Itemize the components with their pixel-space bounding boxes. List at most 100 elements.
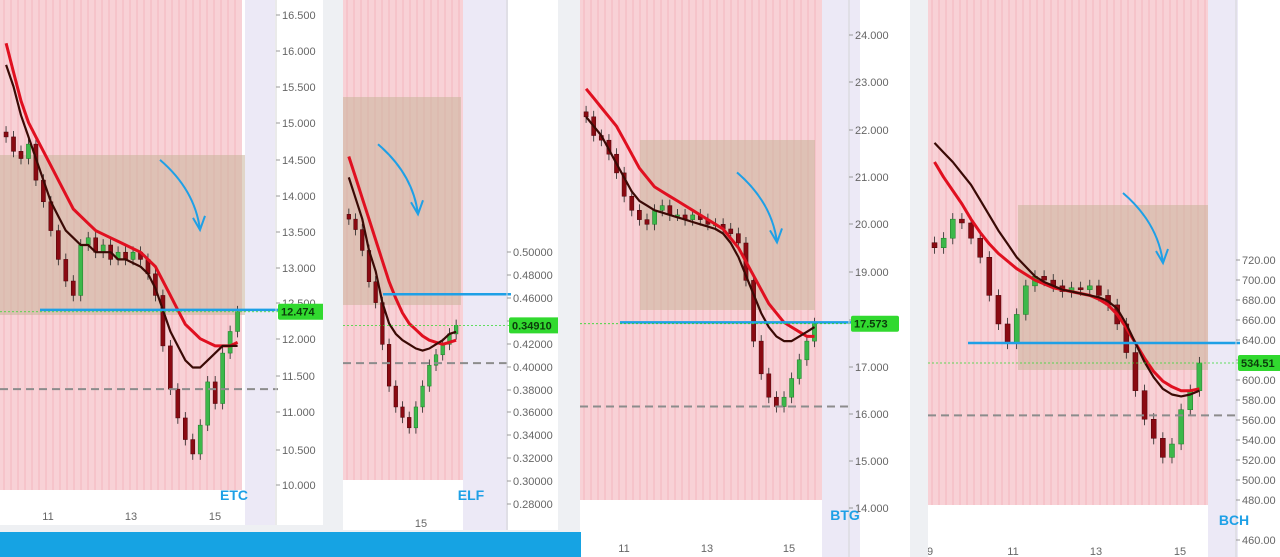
y-tick-label: 22.000	[855, 125, 889, 137]
y-tick-label: 560.00	[1242, 415, 1276, 427]
y-tick-label: 0.30000	[513, 476, 553, 488]
y-tick-label: 14.500	[282, 155, 316, 167]
y-tick-label: 0.28000	[513, 499, 553, 511]
tan-zone	[640, 140, 815, 310]
candle-bear	[160, 295, 166, 347]
x-tick-label: 15	[1174, 546, 1186, 557]
candle-bull	[235, 311, 240, 332]
symbol-label: BTG	[830, 507, 860, 523]
candle-bull	[220, 352, 225, 404]
y-tick-label: 17.000	[855, 362, 889, 374]
candle-bear	[977, 237, 983, 258]
candle-bull	[205, 381, 211, 426]
chart-elf: 0.28000 0.30000 0.32000 0.34000 0.36000 0.380…	[343, 0, 558, 530]
annotation-arrowhead	[192, 215, 206, 233]
y-tick-label: 680.00	[1242, 295, 1276, 307]
annotation-arrowhead	[769, 228, 783, 245]
candle-bear	[751, 280, 756, 342]
y-tick-label: 0.32000	[513, 453, 553, 465]
y-tick-label: 520.00	[1242, 455, 1276, 467]
x-tick-label: 13	[125, 511, 137, 523]
chart-btg: 14.00015.00016.00017.00018.00019.00020.0…	[580, 0, 899, 557]
bottom-bar	[0, 532, 581, 557]
chart-bch: 460.00 480.00 500.00 520.00 540.00 560.00 580.…	[928, 0, 1280, 557]
y-tick-label: 0.40000	[513, 362, 553, 374]
y-tick-label: 0.38000	[513, 385, 553, 397]
candle-bull	[433, 354, 439, 366]
price-tag	[509, 317, 558, 334]
chart-etc: 10.00010.50011.00011.50012.00012.50013.0…	[0, 0, 323, 525]
candle-bear	[1132, 352, 1139, 391]
x-tick-label: 11	[618, 543, 629, 555]
annotation-arrow	[1122, 192, 1164, 264]
tan-zone	[0, 155, 245, 315]
candle-bull	[1023, 285, 1029, 315]
x-tick-label: 11	[1007, 546, 1018, 557]
future-region	[245, 0, 275, 525]
candle-bull	[420, 385, 425, 408]
future-region	[822, 0, 860, 557]
candle-bear	[70, 280, 76, 296]
candle-bull	[1196, 362, 1203, 391]
candle-bear	[644, 219, 650, 225]
candle-bear	[637, 210, 642, 220]
moving-average-line	[4, 42, 239, 348]
candle-bear	[968, 222, 974, 239]
candle-bear	[212, 381, 218, 404]
moving-average-line	[5, 64, 238, 369]
candle-bear	[63, 259, 69, 282]
price-tag	[1238, 355, 1280, 372]
y-tick-label: 600.00	[1242, 375, 1276, 387]
y-tick-label: 10.000	[282, 480, 316, 492]
candle-bear	[728, 228, 734, 234]
y-tick-label: 640.00	[1242, 335, 1276, 347]
candle-bear	[393, 385, 398, 408]
candle-bull	[690, 214, 696, 220]
moving-average-line	[933, 142, 1200, 398]
candle-bear	[11, 136, 16, 152]
candle-bull	[1178, 409, 1184, 445]
x-tick-label: 15	[415, 518, 427, 530]
candle-bear	[1077, 287, 1084, 290]
candle-bull	[227, 331, 233, 354]
y-tick-label: 500.00	[1242, 475, 1276, 487]
y-tick-label: 16.500	[282, 10, 316, 22]
candle-bull	[940, 237, 947, 248]
candle-bear	[353, 218, 358, 230]
y-tick-label: 460.00	[1242, 535, 1276, 547]
candle-bear	[931, 242, 938, 248]
candle-bull	[440, 344, 445, 356]
candle-bull	[796, 359, 802, 379]
symbol-label: ELF	[458, 487, 485, 503]
y-tick-label: 12.000	[282, 334, 316, 346]
tan-zone	[1018, 205, 1208, 370]
annotation-arrowhead	[1155, 248, 1169, 266]
y-tick-label: 20.000	[855, 219, 889, 231]
y-tick-label: 10.500	[282, 445, 316, 457]
y-tick-label: 21.000	[855, 172, 889, 184]
candle-bear	[346, 214, 351, 220]
y-tick-label: 16.000	[855, 409, 889, 421]
y-tick-label: 720.00	[1242, 255, 1276, 267]
price-tag-label: 534.51	[1241, 358, 1275, 370]
y-tick-label: 11.500	[282, 371, 315, 383]
y-tick-label: 0.50000	[513, 247, 553, 259]
y-tick-label: 700.00	[1242, 275, 1276, 287]
candle-bull	[413, 406, 418, 429]
y-tick-label: 24.000	[855, 30, 889, 42]
candle-bear	[407, 417, 412, 429]
y-tick-label: 480.00	[1242, 495, 1276, 507]
y-tick-label: 14.000	[855, 503, 889, 515]
future-region	[1208, 0, 1238, 557]
symbol-label: BCH	[1219, 512, 1249, 528]
y-tick-label: 540.00	[1242, 435, 1276, 447]
candle-bear	[959, 218, 965, 224]
candle-bull	[1169, 443, 1175, 458]
y-tick-label: 15.000	[282, 118, 316, 130]
symbol-label: ETC	[220, 487, 248, 503]
candle-bear	[758, 340, 764, 375]
candle-bull	[197, 424, 203, 455]
candle-bear	[1041, 276, 1047, 281]
x-tick-label: 11	[42, 511, 53, 523]
candle-bear	[774, 396, 779, 407]
